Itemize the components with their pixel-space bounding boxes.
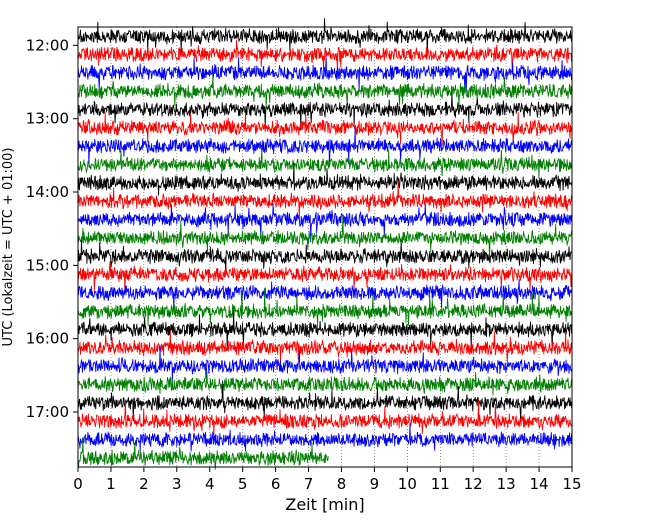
x-tick-label: 0: [73, 475, 83, 493]
y-axis-label: UTC (Lokalzeit = UTC + 01:00): [1, 148, 16, 347]
trace-row: [77, 92, 573, 131]
trace-row: [77, 18, 573, 57]
trace-row: [77, 310, 573, 352]
trace-row: [77, 423, 573, 452]
trace-row: [77, 127, 573, 168]
trace-row: [77, 279, 573, 310]
trace-row: [77, 380, 573, 422]
y-tick-label: 15:00: [26, 256, 69, 274]
x-tick-label: 9: [370, 475, 380, 493]
y-tick-label: 14:00: [26, 183, 69, 201]
x-tick-label: 12: [464, 475, 483, 493]
x-tick-label: 4: [205, 475, 215, 493]
x-tick-label: 5: [238, 475, 248, 493]
plot-frame: [77, 26, 573, 468]
x-tick-label: 14: [530, 475, 549, 493]
x-tick-label: 6: [271, 475, 281, 493]
x-tick-label: 3: [172, 475, 182, 493]
trace-row: [77, 162, 573, 196]
x-tick-label: 7: [304, 475, 314, 493]
trace-row: [77, 371, 573, 396]
x-tick-label: 1: [106, 475, 116, 493]
x-tick-label: 15: [562, 475, 581, 493]
trace-row: [77, 261, 573, 293]
trace-row: [77, 203, 573, 243]
x-tick-label: 11: [431, 475, 450, 493]
trace-row: [77, 74, 573, 108]
vertical-grid: [110, 27, 540, 467]
x-tick-label: 8: [337, 475, 347, 493]
x-axis-label: Zeit [min]: [285, 495, 364, 514]
y-tick-label: 12:00: [26, 36, 69, 54]
trace-row: [77, 181, 573, 218]
y-tick-label: 13:00: [26, 110, 69, 128]
y-tick-label: 16:00: [26, 330, 69, 348]
trace-row: [77, 215, 573, 261]
trace-row: [77, 240, 573, 276]
trace-row: [77, 399, 573, 436]
y-axis: 12:00 13:00 14:00 15:00 16:00 17:00: [26, 36, 78, 421]
y-tick-label: 17:00: [26, 403, 69, 421]
trace-row: [77, 436, 329, 470]
trace-row: [77, 287, 573, 327]
x-tick-label: 13: [497, 475, 516, 493]
trace-row: [77, 54, 573, 93]
x-tick-label: 10: [398, 475, 417, 493]
trace-row: [77, 39, 573, 72]
x-tick-label: 2: [139, 475, 149, 493]
x-axis: 0 1 2 3 4 5 6 7 8 9 10 11 12 13 14 15: [73, 467, 582, 493]
trace-row: [77, 112, 573, 147]
seismic-traces: [77, 18, 573, 470]
plot-area: [77, 18, 573, 470]
trace-row: [77, 146, 573, 179]
trace-row: [77, 345, 573, 381]
